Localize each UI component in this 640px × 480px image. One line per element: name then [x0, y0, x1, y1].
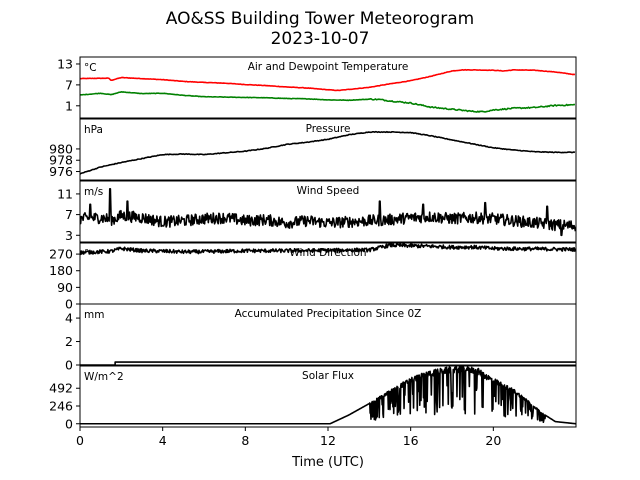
x-tick-label: 12: [320, 433, 336, 448]
y-tick-label: 270: [49, 247, 73, 262]
series-line-1: [80, 187, 576, 237]
x-tick-label: 0: [76, 433, 84, 448]
y-tick-label: 980: [49, 141, 73, 156]
y-tick-label: 978: [49, 153, 73, 168]
panel-frame: [79, 56, 577, 119]
panel-6: 0 246 492 W/m^2 Solar Flux: [49, 365, 577, 431]
x-tick-label: 4: [159, 433, 167, 448]
series-line-1: [80, 361, 576, 365]
series-line-1: [80, 243, 576, 256]
y-tick-label: 0: [65, 416, 73, 431]
y-tick-label: 11: [57, 186, 73, 201]
panel-frame: [79, 118, 577, 181]
y-tick-label: 3: [65, 228, 73, 243]
x-axis-label: Time (UTC): [291, 455, 364, 470]
series-line-1: [80, 68, 576, 92]
panel-unit: °: [84, 248, 89, 260]
y-tick-label: 13: [57, 56, 73, 71]
y-tick-label: 4: [65, 311, 73, 326]
panel-5: 0 2 4 mm Accumulated Precipitation Since 0Z: [65, 303, 577, 373]
y-tick-label: 7: [65, 207, 73, 222]
x-tick-label: 16: [403, 433, 419, 448]
series-line-1: [80, 366, 576, 425]
y-tick-label: 1: [65, 98, 73, 113]
panel-frame: [79, 303, 577, 366]
chart-title: AO&SS Building Tower Meteorogram: [166, 9, 474, 29]
panel-title: Wind Speed: [297, 185, 360, 197]
panel-unit: mm: [84, 309, 104, 321]
y-tick-label: 90: [57, 280, 73, 295]
panel-unit: hPa: [84, 124, 103, 136]
panel-title: Air and Dewpoint Temperature: [248, 61, 409, 73]
y-tick-label: 976: [49, 164, 73, 179]
y-tick-label: 7: [65, 77, 73, 92]
y-tick-label: 180: [49, 263, 73, 278]
panel-1: 1 7 13 °C Air and Dewpoint Temperature: [57, 56, 577, 119]
panel-title: Accumulated Precipitation Since 0Z: [235, 308, 422, 320]
y-tick-label: 0: [65, 358, 73, 373]
panel-title: Solar Flux: [302, 370, 354, 382]
y-tick-label: 492: [49, 381, 73, 396]
series-line-1: [80, 130, 576, 175]
series-line-2: [80, 91, 576, 113]
y-tick-label: 0: [65, 297, 73, 312]
panel-frame: [79, 180, 577, 243]
y-tick-label: 246: [49, 398, 73, 413]
panel-title: Pressure: [306, 123, 351, 135]
panel-unit: m/s: [84, 186, 103, 198]
panel-unit: °C: [84, 62, 97, 74]
panel-3: 3 7 11 m/s Wind Speed: [57, 180, 577, 243]
chart-date: 2023-10-07: [271, 29, 370, 49]
x-tick-label: 20: [485, 433, 501, 448]
y-tick-label: 2: [65, 334, 73, 349]
x-tick-label: 8: [241, 433, 249, 448]
panel-title: Wind Direction: [289, 247, 366, 259]
panel-unit: W/m^2: [84, 371, 124, 383]
